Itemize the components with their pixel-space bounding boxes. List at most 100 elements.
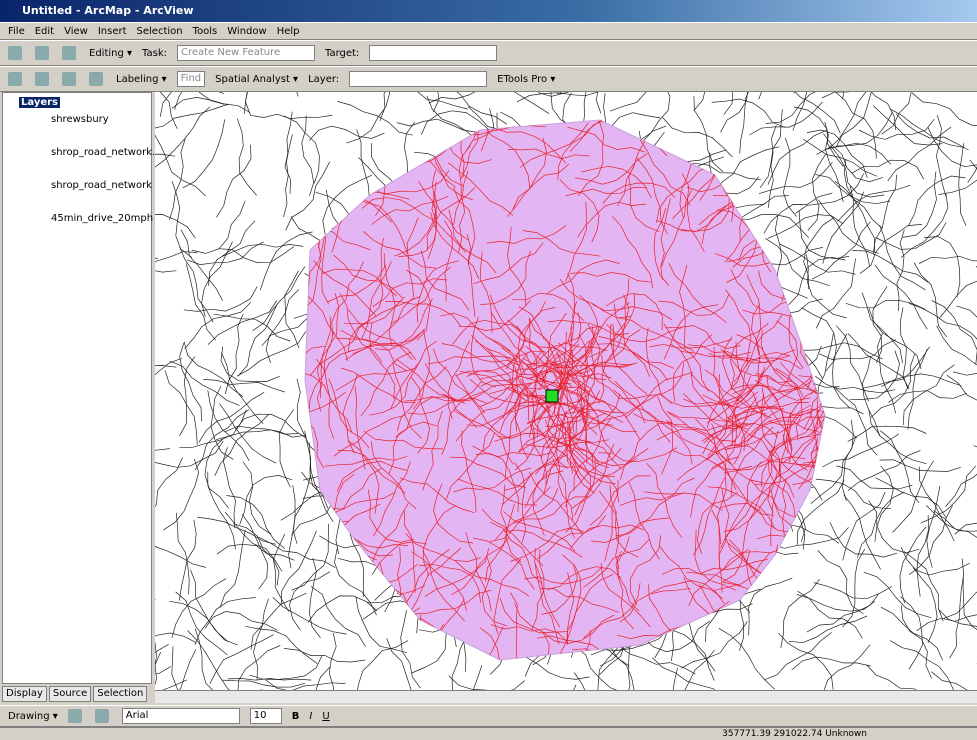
road [792,92,808,131]
icon[interactable] [62,46,76,60]
road [392,361,422,439]
road [331,261,364,337]
etools-menu[interactable]: ETools Pro ▾ [497,73,556,85]
menu-item[interactable]: View [64,25,88,37]
icon[interactable] [62,72,76,86]
road [918,466,955,542]
road [679,264,688,348]
target-combo[interactable] [369,45,498,61]
road [396,549,450,614]
road [466,350,545,377]
road [598,336,675,369]
road [472,445,554,458]
menu-item[interactable]: Help [276,25,300,37]
toc-tab[interactable]: Source [48,686,92,702]
icon[interactable] [8,46,22,60]
labeling-menu[interactable]: Labeling ▾ [116,73,167,85]
size-combo[interactable]: 10 [249,708,282,724]
task-combo[interactable]: Create New Feature [176,45,315,61]
road [642,621,710,652]
road [734,214,809,238]
road [541,554,578,615]
road [889,108,964,148]
road [284,111,293,194]
road [155,666,171,675]
italic-button[interactable]: I [309,710,313,722]
road [385,301,462,327]
bold-button[interactable]: B [291,710,300,722]
road [666,420,748,431]
road [815,174,891,205]
menu-item[interactable]: Tools [192,25,218,37]
editor-menu[interactable]: Editing ▾ [89,47,133,59]
underline-button[interactable]: U [322,710,330,722]
menu-item[interactable]: Selection [136,25,183,37]
road [532,470,564,536]
find-combo[interactable]: Find [176,71,206,87]
spatial-analyst-menu[interactable]: Spatial Analyst ▾ [215,73,299,85]
road [207,390,250,461]
road [175,512,190,595]
road [726,461,761,538]
road [289,571,331,631]
road [426,187,476,250]
road [422,410,443,491]
road [628,163,660,232]
menu-item[interactable]: Insert [97,25,127,37]
road [451,536,510,596]
menu-item[interactable]: Window [227,25,267,37]
road [337,450,406,494]
menu-item[interactable]: File [8,25,25,37]
icon[interactable] [8,72,22,86]
toc-tab[interactable]: Display [2,686,47,702]
road [307,595,378,623]
layer-entry[interactable]: 45min_drive_20mph [51,213,154,224]
menu-item[interactable]: Edit [34,25,55,37]
layer-entry[interactable]: shrop_road_network [51,180,153,191]
road [600,563,651,628]
icon[interactable] [89,72,103,86]
drawing-menu[interactable]: Drawing ▾ [8,710,58,722]
layer-combo[interactable] [349,71,488,87]
road [581,165,652,199]
road [646,462,682,538]
road [559,572,575,654]
road [454,560,530,597]
layers-frame[interactable]: Layers [19,97,60,108]
road [868,500,920,554]
icon[interactable] [67,709,82,723]
road [304,430,329,509]
font-combo[interactable]: Arial [121,708,240,724]
toc-tab[interactable]: Selection [93,686,148,702]
road [327,253,385,303]
map-view[interactable] [155,92,977,690]
road [872,174,897,255]
h-scrollbar[interactable] [155,690,977,703]
road [280,530,317,605]
road [859,224,922,274]
road [458,300,531,331]
road [849,350,900,400]
icon[interactable] [35,72,49,86]
road [767,125,777,208]
label: Layer: [308,73,340,85]
icon[interactable] [94,709,109,723]
label: Target: [324,47,360,59]
road [761,412,792,488]
road [589,475,651,526]
icon[interactable] [35,46,49,60]
road [597,635,623,690]
road [796,459,825,468]
road [198,92,225,105]
road [683,375,751,406]
road [785,404,811,471]
road [779,243,856,275]
road [821,92,850,99]
road [235,413,306,439]
road [670,343,752,357]
road [813,582,892,600]
layer-entry[interactable]: shrop_road_network.sek [51,147,173,158]
road [924,236,961,298]
road [796,594,876,612]
layer-entry[interactable]: shrewsbury [51,114,109,125]
